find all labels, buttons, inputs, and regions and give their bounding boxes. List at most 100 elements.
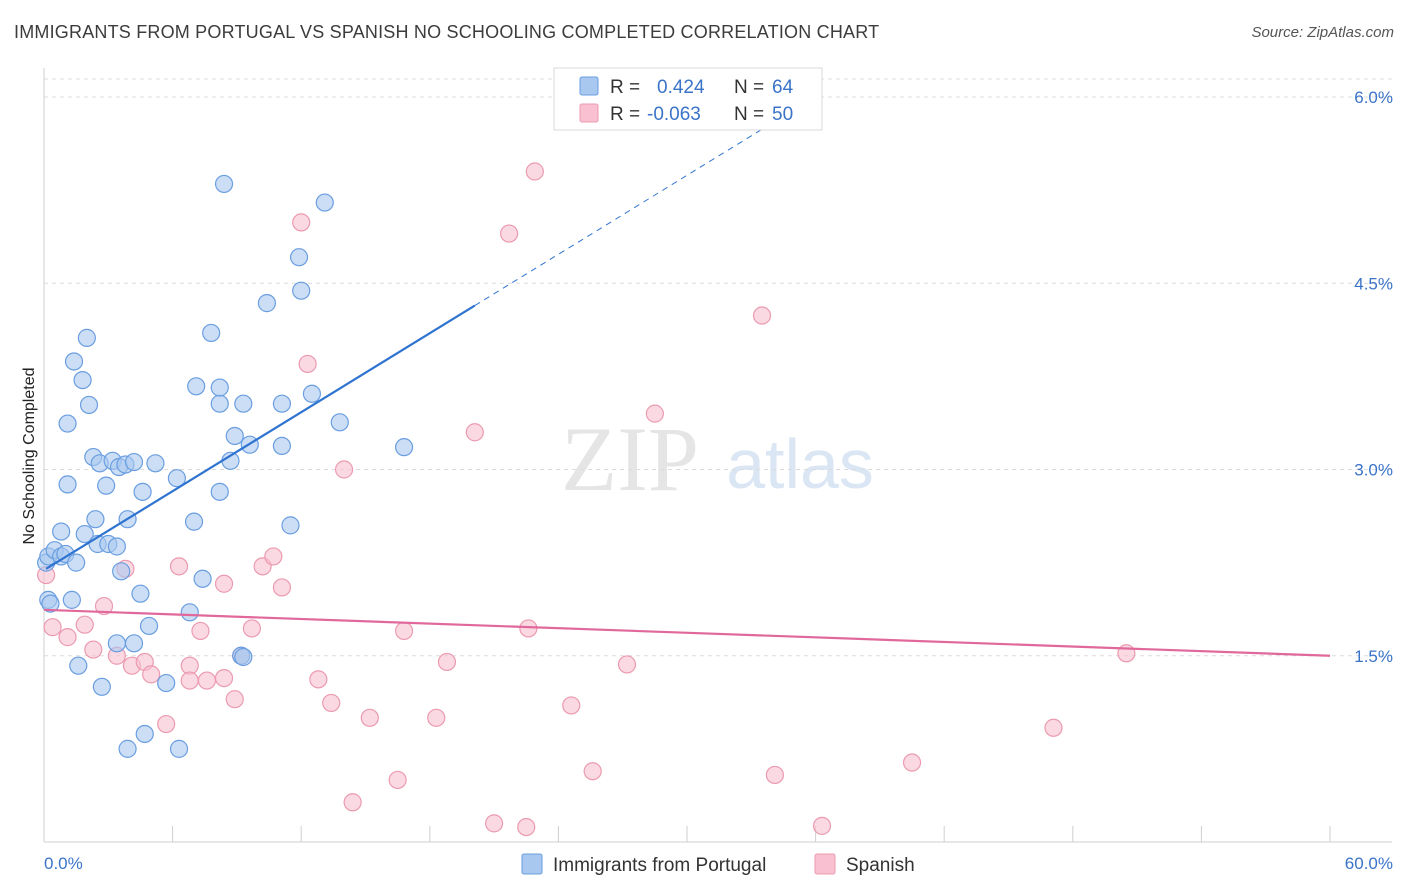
portugal-point [124,634,144,653]
spanish-point [292,213,311,232]
grid-lines [44,78,1392,657]
legend-n-label-spanish: N = [734,104,764,125]
portugal-point [157,673,176,693]
spanish-point [180,671,199,690]
spanish-point [142,665,161,684]
spanish-point [500,224,519,243]
portugal-trend-extension [474,128,763,307]
spanish-point [525,162,544,181]
spanish-point [388,770,407,790]
x-tick-label-max: 60.0% [1345,854,1393,873]
y-tick-labels: 1.5% 3.0% 4.5% 6.0% [1354,88,1393,666]
y-tick-label-2: 4.5% [1354,274,1393,293]
spanish-point [169,557,189,576]
spanish-point [58,628,77,647]
portugal-point [73,371,92,390]
portugal-point [330,413,349,432]
legend-n-value-spanish: 50 [772,104,793,125]
y-tick-label-0: 1.5% [1354,647,1393,666]
spanish-point [43,618,62,637]
spanish-point [485,814,504,833]
portugal-point [41,594,60,613]
portugal-point [86,510,105,529]
spanish-point [264,547,283,566]
spanish-point [343,793,362,812]
portugal-point [146,454,165,473]
watermark: ZIP atlas [561,408,874,510]
portugal-point [257,294,277,313]
spanish-point [645,404,664,423]
portugal-point [124,452,144,472]
spanish-point [191,621,210,641]
bottom-legend-swatch-portugal [521,853,543,875]
y-axis-label: No Schooling Completed [21,368,38,545]
portugal-point [77,328,96,347]
portugal-point [281,516,300,535]
spanish-point [309,670,328,689]
legend-n-label-portugal: N = [734,77,764,98]
spanish-point [437,652,457,672]
portugal-point [92,677,111,696]
spanish-point [519,619,538,638]
spanish-point [465,423,484,442]
spanish-trend-line [43,608,1331,657]
portugal-point [315,193,334,212]
stats-legend: R = 0.424 N = 64 R = -0.063 N = 50 [553,67,823,131]
legend-swatch-spanish [579,103,599,123]
portugal-point [67,553,86,572]
spanish-point [157,714,176,734]
x-tick-labels: 0.0% 60.0% [44,854,1393,873]
series-legend: Immigrants from Portugal Spanish [521,853,915,876]
spanish-point [562,696,581,715]
watermark-zip: ZIP [561,408,699,510]
spanish-point [812,816,832,835]
portugal-point [302,384,322,403]
spanish-point [214,574,234,593]
x-tick-label-min: 0.0% [44,854,83,873]
portugal-point [225,426,244,446]
y-tick-label-3: 6.0% [1354,88,1393,107]
spanish-point [1044,718,1063,737]
portugal-point [272,394,292,413]
legend-r-label-spanish: R = [610,104,640,125]
portugal-point [292,281,311,300]
portugal-point [97,476,116,495]
source-label: Source: ZipAtlas.com [1251,24,1394,41]
spanish-point [214,668,234,688]
spanish-point [84,640,103,659]
portugal-point [202,323,221,343]
axes [43,68,1392,843]
bottom-legend-label-portugal: Immigrants from Portugal [553,855,766,876]
spanish-point [394,621,414,641]
watermark-atlas: atlas [726,425,874,503]
stats-legend-box [553,67,823,131]
chart-title: IMMIGRANTS FROM PORTUGAL VS SPANISH NO S… [14,22,880,42]
spanish-point [517,817,536,837]
portugal-point [167,469,186,488]
legend-n-value-portugal: 64 [772,77,794,98]
portugal-point [272,436,292,456]
spanish-point [765,765,784,785]
spanish-point [94,596,114,616]
portugal-point [69,656,88,675]
portugal-point [133,482,152,501]
portugal-point [210,482,229,501]
portugal-point [289,248,309,267]
portugal-point [107,537,126,556]
legend-swatch-portugal [579,76,599,96]
portugal-point [187,377,206,396]
legend-r-value-portugal: 0.424 [657,77,705,98]
spanish-point [902,753,922,772]
portugal-point [234,394,253,413]
portugal-point [180,603,199,622]
spanish-point [322,693,341,713]
portugal-point [210,394,229,413]
spanish-point [334,460,354,479]
portugal-point [135,724,154,744]
y-tick-label-1: 3.0% [1354,461,1393,480]
legend-r-label-portugal: R = [610,77,640,98]
legend-r-value-spanish: -0.063 [647,104,701,125]
spanish-point [197,671,216,690]
portugal-point [58,414,77,433]
